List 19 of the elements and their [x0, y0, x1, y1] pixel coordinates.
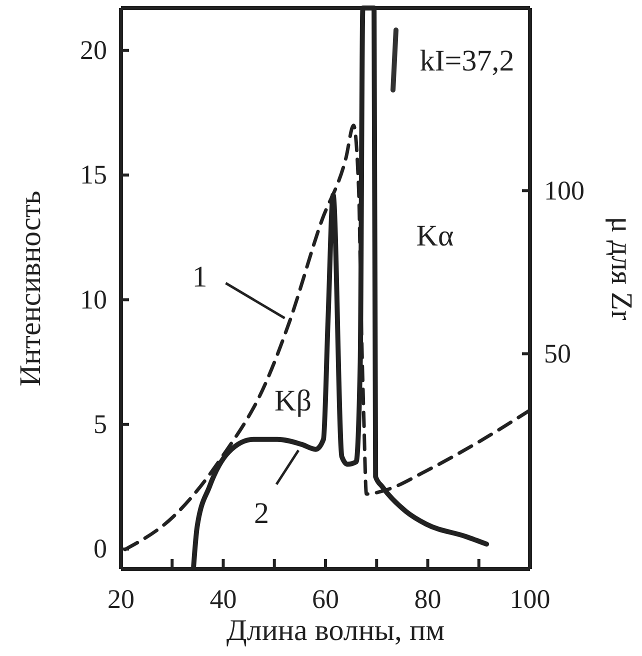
x-tick-label: 100 [510, 584, 550, 614]
y2-tick-label: 50 [544, 338, 571, 368]
y-tick-label: 20 [80, 35, 107, 66]
y-axis-title: Интенсивность [14, 190, 47, 386]
legend-label: 2 [254, 496, 269, 530]
y-tick-label: 10 [80, 284, 107, 314]
x-tick-label: 60 [312, 584, 339, 614]
y-tick-label: 5 [94, 409, 107, 440]
annotation: kI=37,2 [420, 44, 514, 78]
x-axis-title: Длина волны, пм [226, 614, 445, 647]
text: 1 [192, 260, 208, 294]
x-tick-label: 80 [414, 584, 442, 614]
y2-axis-title: μ для Zr [605, 216, 638, 320]
y2-tick-label: 100 [544, 175, 584, 206]
y-tick-label: 15 [80, 160, 107, 190]
y-tick-label: 0 [94, 534, 107, 564]
annotation: Kα [416, 220, 454, 252]
annotation: Kβ [274, 384, 312, 418]
x-tick-label: 40 [210, 584, 237, 614]
